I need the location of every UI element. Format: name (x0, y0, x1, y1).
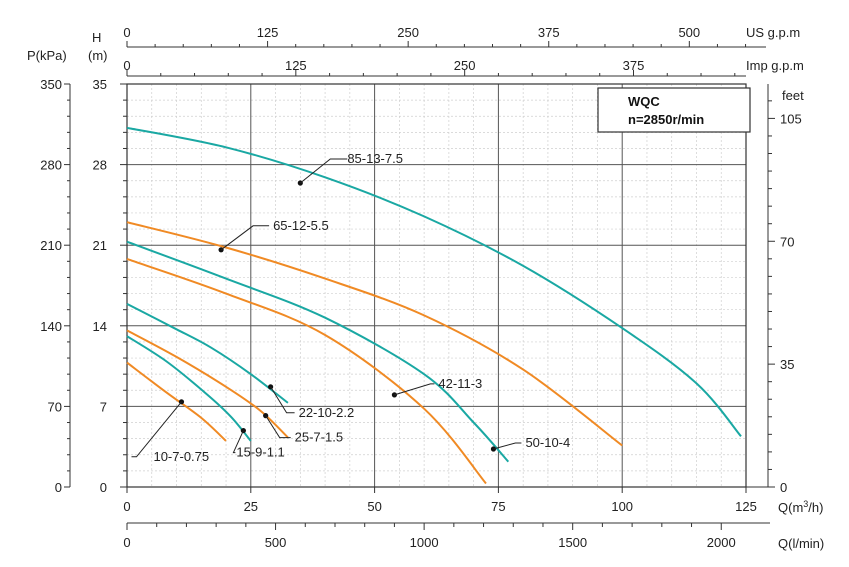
curve-label: 25-7-1.5 (295, 430, 343, 445)
curve-65-12-5.5 (126, 221, 623, 447)
curve-10-7-0.75 (126, 361, 227, 442)
curve-group: 42-11-3 (126, 258, 487, 485)
curve-50-10-4 (126, 240, 510, 463)
plot-frame (126, 83, 747, 488)
curve-marker (263, 413, 269, 419)
us-gpm-label: US g.p.m (746, 25, 800, 40)
curve-15-9-1.1 (126, 335, 252, 442)
axes: 0 25 50 75 100 125 0 500 1000 1500 2000 0 125 250 375 5… (40, 25, 801, 550)
feet-label: feet (782, 88, 804, 103)
leader-line (232, 430, 244, 454)
curve-label: 50-10-4 (525, 435, 570, 450)
head-m-unit: (m) (88, 48, 108, 63)
curve-group: 65-12-5.5 (126, 218, 623, 447)
curve-85-13-7.5 (126, 126, 742, 437)
curve-group: 25-7-1.5 (126, 329, 343, 445)
q-m3h-label: Q(m3/h) (778, 499, 823, 515)
plot-border (126, 83, 747, 488)
curve-label: 42-11-3 (438, 376, 482, 391)
q-m3h-tick-label: 0 (123, 499, 130, 514)
q-lmin-tick-label: 500 (265, 535, 287, 550)
head-m-tick-label: 7 (100, 399, 107, 414)
curve-42-11-3 (126, 258, 487, 485)
head-m-tick-label: 21 (93, 238, 107, 253)
q-lmin-tick-label: 2000 (707, 535, 736, 550)
curve-marker (240, 427, 246, 434)
curve-22-10-2.2 (126, 303, 289, 404)
curve-label: 10-7-0.75 (153, 449, 209, 464)
head-m-tick-label: 28 (93, 158, 107, 173)
q-m3h-tick-label: 125 (735, 499, 757, 514)
pressure-tick-label: 350 (40, 77, 62, 92)
curve-label: 15-9-1.1 (236, 445, 284, 460)
head-m-tick-label: 0 (100, 480, 107, 495)
leader-line (265, 415, 291, 439)
leader-line (394, 383, 435, 396)
curve-label: 22-10-2.2 (299, 405, 355, 420)
feet-tick-label: 70 (780, 234, 794, 249)
us-gpm-tick-label: 250 (397, 25, 419, 40)
curve-label: 85-13-7.5 (347, 151, 403, 166)
feet-tick-label: 0 (780, 480, 787, 495)
curve-25-7-1.5 (126, 329, 289, 439)
pressure-tick-label: 140 (40, 319, 62, 334)
imp-gpm-label: Imp g.p.m (746, 58, 804, 73)
pressure-tick-label: 70 (48, 399, 62, 414)
pressure-tick-label: 0 (55, 480, 62, 495)
curve-group: 10-7-0.75 (126, 361, 227, 464)
q-m3h-tick-label: 50 (367, 499, 381, 514)
head-m-label: H (92, 30, 101, 45)
head-m-tick-label: 14 (93, 319, 107, 334)
curve-group: 22-10-2.2 (126, 303, 355, 420)
imp-gpm-tick-label: 125 (285, 58, 307, 73)
head-m-tick-label: 35 (93, 77, 107, 92)
imp-gpm-tick-label: 375 (623, 58, 645, 73)
us-gpm-tick-label: 500 (678, 25, 700, 40)
q-lmin-label: Q(l/min) (778, 536, 824, 551)
legend-speed: n=2850r/min (628, 112, 704, 127)
leader-line (220, 225, 270, 251)
q-m3h-tick-label: 100 (611, 499, 633, 514)
q-m3h-tick-label: 25 (244, 499, 258, 514)
curve-group: 50-10-4 (126, 240, 570, 463)
legend-box: WQC n=2850r/min (597, 87, 751, 133)
pressure-tick-label: 280 (40, 158, 62, 173)
leader-line (299, 158, 348, 184)
grid (127, 84, 746, 487)
legend-title: WQC (628, 94, 660, 109)
pressure-label: P(kPa) (27, 48, 67, 63)
curve-group: 85-13-7.5 (126, 126, 742, 437)
curve-label: 65-12-5.5 (273, 218, 329, 233)
leader-line (270, 386, 295, 414)
q-m3h-tick-label: 75 (491, 499, 505, 514)
pressure-tick-label: 210 (40, 238, 62, 253)
feet-tick-label: 105 (780, 111, 802, 126)
imp-gpm-tick-label: 0 (123, 58, 130, 73)
us-gpm-tick-label: 125 (257, 25, 279, 40)
feet-tick-label: 35 (780, 357, 794, 372)
q-lmin-tick-label: 0 (123, 535, 130, 550)
leader-line (131, 401, 182, 458)
curves: 85-13-7.5 65-12-5.5 50-10-4 42-11-3 22-10-2.… (126, 126, 742, 485)
leader-line (493, 442, 522, 450)
curve-group: 15-9-1.1 (126, 335, 285, 460)
us-gpm-tick-label: 375 (538, 25, 560, 40)
imp-gpm-tick-label: 250 (454, 58, 476, 73)
us-gpm-tick-label: 0 (123, 25, 130, 40)
q-lmin-tick-label: 1500 (558, 535, 587, 550)
q-lmin-tick-label: 1000 (410, 535, 439, 550)
